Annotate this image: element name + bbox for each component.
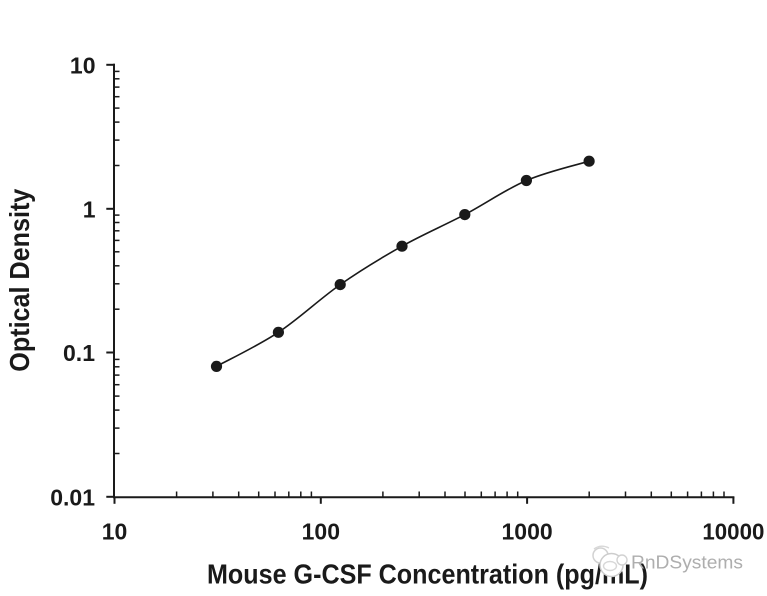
svg-text:1000: 1000	[502, 518, 553, 544]
svg-text:Optical Density: Optical Density	[4, 188, 35, 371]
svg-text:0.01: 0.01	[50, 484, 95, 510]
svg-text:RnDSystems: RnDSystems	[631, 552, 743, 572]
svg-text:10000: 10000	[702, 518, 764, 544]
svg-text:Mouse G-CSF Concentration (pg/: Mouse G-CSF Concentration (pg/mL)	[207, 559, 648, 590]
svg-text:100: 100	[302, 518, 340, 544]
svg-text:10: 10	[102, 518, 128, 544]
svg-text:0.1: 0.1	[63, 340, 95, 366]
svg-text:10: 10	[70, 52, 96, 78]
svg-text:1: 1	[83, 196, 96, 222]
